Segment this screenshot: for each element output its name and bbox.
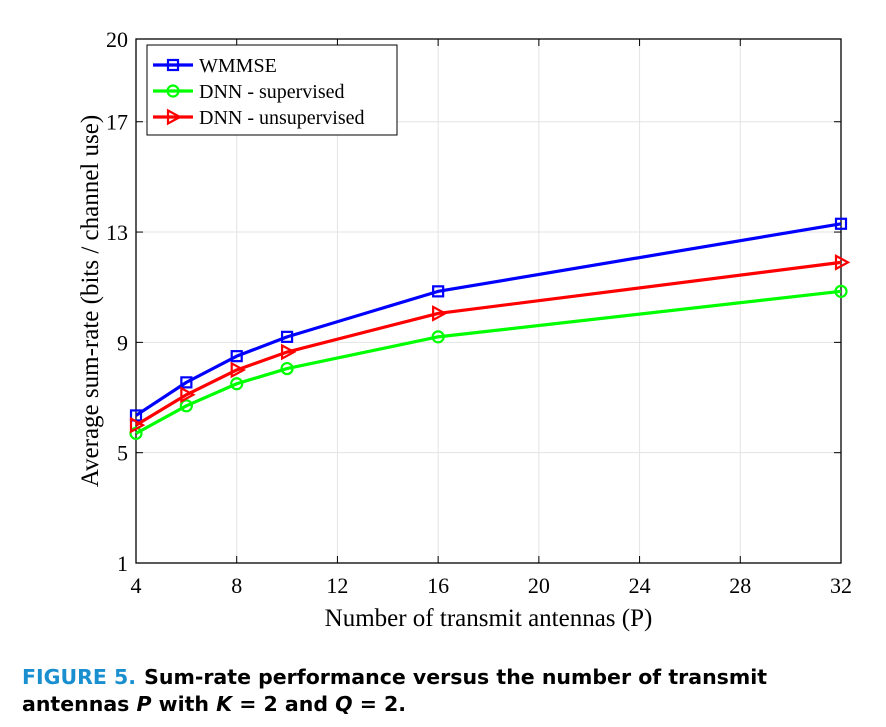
legend-marker — [166, 84, 180, 98]
data-point — [834, 217, 848, 230]
series-dnn-unsupervised — [129, 254, 851, 434]
y-tick-label: 5 — [117, 441, 128, 466]
legend-marker — [166, 108, 183, 126]
x-tick-label: 24 — [629, 573, 651, 598]
caption-with: with — [151, 692, 217, 716]
legend-label: WMMSE — [199, 55, 277, 77]
data-point — [432, 285, 445, 298]
x-tick-label: 20 — [528, 573, 550, 598]
series-dnn-supervised — [129, 284, 848, 440]
y-tick-label: 17 — [106, 110, 128, 135]
x-tick-label: 28 — [729, 573, 751, 598]
y-tick-label: 1 — [117, 551, 128, 576]
data-point — [230, 377, 244, 391]
caption-var-q: Q — [335, 692, 353, 716]
data-point — [129, 416, 146, 434]
caption-var-k: K — [216, 692, 233, 716]
caption-text: Sum-rate performance versus the number o… — [22, 665, 768, 716]
caption-var-p: P — [136, 692, 152, 716]
y-tick-label: 13 — [106, 220, 128, 245]
x-tick-label: 8 — [231, 573, 242, 598]
y-tick-label: 20 — [106, 27, 128, 52]
x-axis-label: Number of transmit antennas (P) — [325, 605, 653, 632]
legend-marker — [166, 58, 180, 72]
data-point — [834, 254, 851, 271]
data-point — [431, 330, 445, 344]
plot-area-frame — [135, 38, 842, 564]
data-point — [230, 361, 247, 379]
series-line — [135, 289, 842, 435]
data-point — [180, 386, 196, 404]
sum-rate-chart: 4 8 12 16 20 24 28 32 1 5 9 13 17 20 WMMSE DNN - super… — [77, 27, 852, 632]
x-tick-label: 4 — [131, 573, 142, 598]
figure-label: FIGURE 5. — [22, 665, 137, 689]
data-point — [432, 305, 448, 322]
series-line — [135, 260, 842, 427]
axis-ticks: 4 8 12 16 20 24 28 32 1 5 9 13 17 20 — [106, 27, 852, 598]
data-point — [280, 343, 297, 361]
x-tick-label: 12 — [326, 573, 348, 598]
legend-entry: WMMSE — [153, 55, 277, 77]
series-wmmse — [129, 217, 848, 422]
data-point — [280, 330, 294, 343]
caption-k-value: = 2 and — [232, 692, 336, 716]
series-layer — [129, 217, 851, 440]
legend: WMMSE DNN - supervised DNN - unsupervised — [146, 44, 398, 136]
data-point — [834, 284, 848, 298]
y-tick-label: 9 — [117, 330, 128, 355]
legend-entry: DNN - unsupervised — [153, 107, 365, 129]
legend-label: DNN - unsupervised — [199, 107, 365, 129]
series-line — [135, 222, 842, 417]
legend-entry: DNN - supervised — [153, 81, 345, 103]
legend-label: DNN - supervised — [199, 81, 345, 103]
data-point — [180, 376, 193, 389]
data-point — [179, 399, 193, 413]
x-tick-label: 32 — [830, 573, 852, 598]
y-axis-label: Average sum-rate (bits / channel use) — [77, 115, 104, 487]
figure-caption: FIGURE 5. Sum-rate performance versus the… — [22, 664, 872, 718]
data-point — [230, 350, 243, 363]
caption-q-value: = 2. — [352, 692, 407, 716]
x-tick-label: 16 — [427, 573, 449, 598]
data-point — [280, 361, 294, 376]
